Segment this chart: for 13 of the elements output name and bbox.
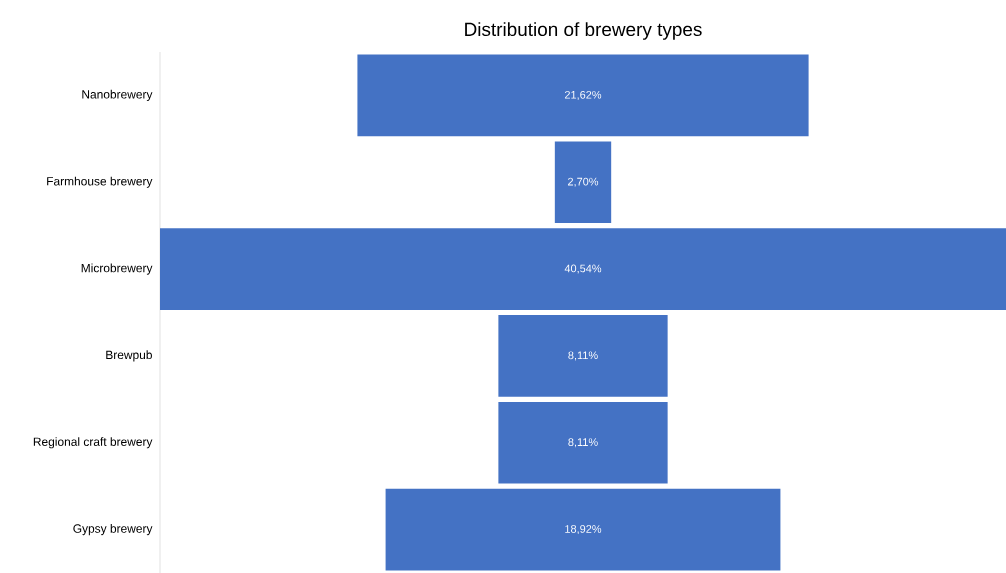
category-label: Nanobrewery (82, 89, 153, 101)
category-label: Regional craft brewery (33, 437, 153, 449)
category-label: Farmhouse brewery (47, 176, 153, 188)
data-label: 8,11% (568, 438, 598, 448)
data-label: 2,70% (568, 177, 599, 187)
text: Distribution of brewery types (465, 22, 702, 40)
category-label: Brewpub (106, 350, 152, 362)
data-label: 8,11% (568, 351, 598, 361)
category-label: Gypsy brewery (73, 524, 153, 536)
category-label: Microbrewery (81, 263, 153, 275)
data-label: 18,92% (565, 525, 602, 535)
data-label: 40,54% (564, 264, 602, 274)
data-label: 21,62% (564, 90, 602, 100)
